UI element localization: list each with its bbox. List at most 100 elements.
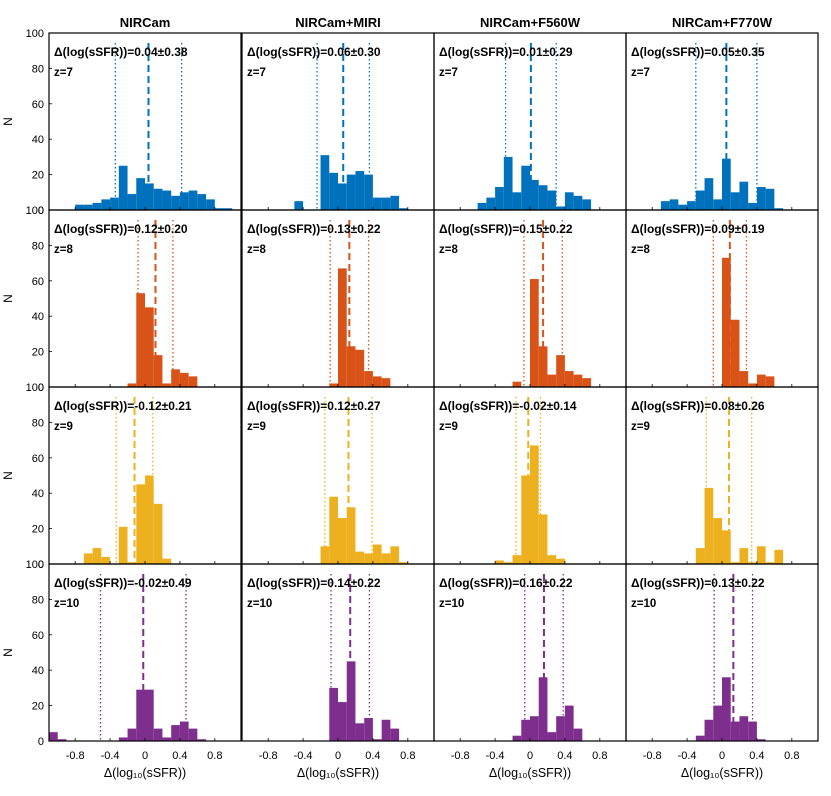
y-tick-label: 40 xyxy=(32,665,44,677)
histogram-bar xyxy=(390,728,400,741)
histogram-bar xyxy=(530,279,539,387)
histogram-bar xyxy=(704,719,714,741)
histogram-bar xyxy=(564,371,574,387)
redshift-label: z=9 xyxy=(247,421,266,433)
histogram-bar xyxy=(381,719,391,741)
histogram-bar xyxy=(197,739,207,741)
y-tick-label: 40 xyxy=(32,311,44,323)
histogram-bar xyxy=(512,735,522,741)
y-tick-label: 100 xyxy=(26,559,44,571)
histogram-bar xyxy=(206,199,215,210)
stat-annotation: Δ(log(sSFR))=0.04±0.38 xyxy=(54,45,188,59)
histogram-bar xyxy=(521,719,530,741)
stat-annotation: Δ(log(sSFR))=-0.02±0.14 xyxy=(439,399,577,413)
histogram-bar xyxy=(495,560,504,564)
histogram-bar xyxy=(756,546,766,564)
redshift-label: z=7 xyxy=(54,67,73,79)
histogram-bar xyxy=(765,376,775,387)
histogram-bar xyxy=(338,517,347,564)
histogram-bar xyxy=(512,381,522,387)
histogram-bar xyxy=(538,185,548,210)
histogram-bar xyxy=(722,530,731,564)
histogram-bar xyxy=(730,562,740,564)
x-axis-label: Δ(log₁₀(sSFR)) xyxy=(297,766,379,780)
x-tick-label: 0.4 xyxy=(749,750,764,762)
histogram-bar xyxy=(101,556,111,564)
histogram-bar xyxy=(329,496,338,564)
histogram-bar xyxy=(722,677,731,741)
histogram-bar xyxy=(197,194,207,210)
histogram-bar xyxy=(153,355,163,387)
histogram-bar xyxy=(704,178,714,210)
histogram-bar xyxy=(730,721,740,741)
histogram-bar xyxy=(346,346,356,387)
stat-annotation: Δ(log(sSFR))=0.01±0.29 xyxy=(439,45,573,59)
histogram-bar xyxy=(162,383,172,387)
histogram-bar xyxy=(294,201,304,210)
stat-annotation: Δ(log(sSFR))=0.15±0.22 xyxy=(439,222,573,236)
histogram-bar xyxy=(556,355,565,387)
histogram-bar xyxy=(355,171,365,210)
redshift-label: z=10 xyxy=(439,598,464,610)
histogram-bar xyxy=(530,716,539,741)
histogram-bar xyxy=(678,204,688,210)
x-tick-label: -0.4 xyxy=(678,750,697,762)
y-tick-label: 100 xyxy=(26,205,44,217)
histogram-bar xyxy=(127,383,137,387)
histogram-bar xyxy=(83,553,93,564)
histogram-bar xyxy=(153,728,163,741)
x-tick-label: -0.4 xyxy=(101,750,120,762)
histogram-bar xyxy=(355,551,365,564)
y-tick-label: 20 xyxy=(32,524,44,536)
histogram-bar xyxy=(118,526,128,564)
y-axis-label: N xyxy=(1,471,15,480)
y-tick-label: 80 xyxy=(32,594,44,606)
histogram-bar xyxy=(774,208,784,210)
histogram-bar xyxy=(739,371,749,387)
histogram-bar xyxy=(136,178,145,210)
histogram-bar xyxy=(338,183,347,210)
histogram-bar xyxy=(765,562,775,564)
histogram-bar xyxy=(521,165,530,210)
histogram-bar xyxy=(145,183,154,210)
histogram-bar xyxy=(153,188,163,210)
histogram-bar xyxy=(774,549,784,564)
histogram-bar xyxy=(346,507,356,564)
histogram-bar xyxy=(118,737,128,741)
histogram-bar xyxy=(748,202,757,210)
histogram-bar xyxy=(320,546,330,564)
histogram-bar xyxy=(713,517,722,564)
histogram-bar xyxy=(179,192,189,210)
histogram-bar xyxy=(530,445,539,564)
histogram-bar xyxy=(503,562,513,564)
y-axis-label: N xyxy=(1,648,15,657)
x-tick-label: -0.8 xyxy=(643,750,662,762)
y-tick-label: 20 xyxy=(32,701,44,713)
histogram-bar xyxy=(136,689,145,741)
histogram-bar xyxy=(756,374,766,387)
histogram-bar xyxy=(739,716,749,741)
y-tick-label: 60 xyxy=(32,630,44,642)
y-tick-label: 60 xyxy=(32,276,44,288)
histogram-bar xyxy=(538,514,548,564)
stat-annotation: Δ(log(sSFR))=-0.12±0.21 xyxy=(54,399,192,413)
histogram-bar xyxy=(179,721,189,741)
histogram-bar xyxy=(564,705,574,741)
histogram-bar xyxy=(390,546,400,564)
y-tick-label: 80 xyxy=(32,417,44,429)
histogram-bar xyxy=(75,204,84,210)
histogram-bar xyxy=(713,705,722,741)
histogram-bar xyxy=(756,186,766,210)
x-tick-label: -0.8 xyxy=(259,750,278,762)
column-title: NIRCam+F770W xyxy=(672,15,773,30)
histogram-bar xyxy=(188,190,198,210)
histogram-bar xyxy=(127,194,137,210)
x-tick-label: 0 xyxy=(719,750,725,762)
histogram-bar xyxy=(223,208,233,210)
histogram-bar xyxy=(573,728,583,741)
histogram-bar xyxy=(372,197,382,210)
stat-annotation: Δ(log(sSFR))=0.09±0.19 xyxy=(631,222,765,236)
histogram-bar xyxy=(381,553,391,564)
y-tick-label: 0 xyxy=(38,205,44,217)
